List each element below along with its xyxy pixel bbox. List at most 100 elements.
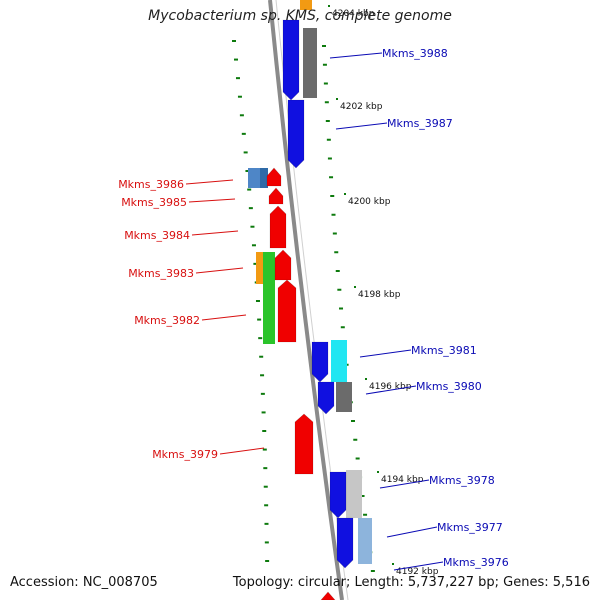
scale-tick [251, 244, 256, 247]
gene-arrow[interactable] [287, 99, 305, 169]
gene-arrow[interactable] [268, 187, 284, 205]
gene-arrow[interactable] [282, 19, 300, 101]
scale-tick [264, 541, 269, 544]
label-connector [185, 179, 234, 185]
scale-tick [322, 45, 326, 47]
label-connector [188, 198, 236, 203]
scale-tick [263, 485, 268, 488]
gene-label-reverse[interactable]: Mkms_3984 [124, 229, 190, 242]
label-connector [335, 122, 388, 130]
gene-label-reverse[interactable]: Mkms_3983 [128, 267, 194, 280]
scale-tick [257, 318, 262, 321]
scale-tick-major [328, 5, 330, 7]
feature-block [331, 340, 347, 382]
scale-tick-major [336, 98, 338, 100]
scale-tick [335, 270, 340, 272]
gene-arrow[interactable] [311, 341, 329, 383]
feature-block [346, 470, 362, 518]
scale-tick [327, 157, 332, 160]
gene-arrow[interactable] [274, 249, 292, 281]
gene-label-reverse[interactable]: Mkms_3985 [121, 196, 187, 209]
gene-arrow[interactable] [266, 167, 282, 187]
scale-tick [264, 504, 269, 507]
scale-tick [325, 120, 330, 122]
scale-tick-major [392, 563, 394, 565]
scale-tick-major [344, 193, 346, 195]
scale-tick [337, 288, 342, 291]
scale-tick [261, 411, 266, 414]
scale-tick [239, 114, 244, 117]
scale-tick [323, 82, 328, 85]
feature-block [336, 382, 352, 412]
scale-tick-major [365, 378, 367, 380]
scale-tick [353, 438, 358, 441]
scale-tick [350, 420, 355, 422]
scale-tick [363, 513, 368, 516]
scale-tick [330, 195, 335, 197]
feature-block [358, 518, 372, 564]
scale-tick [255, 300, 260, 302]
label-connector [379, 479, 430, 489]
gene-label-forward[interactable]: Mkms_3981 [411, 344, 477, 357]
scale-tick [326, 138, 331, 141]
scale-tick [241, 132, 246, 135]
scale-label: 4198 kbp [358, 290, 401, 300]
scale-tick [360, 495, 365, 497]
scale-tick [248, 207, 253, 210]
scale-label: 4196 kbp [369, 382, 412, 392]
gene-label-forward[interactable]: Mkms_3977 [437, 521, 503, 534]
scale-tick [260, 374, 265, 377]
scale-tick [247, 188, 252, 191]
gene-arrow[interactable] [336, 517, 354, 569]
feature-block [303, 28, 317, 98]
scale-tick [263, 467, 268, 470]
scale-tick [340, 326, 345, 329]
label-connector [219, 447, 265, 455]
gene-label-forward[interactable]: Mkms_3987 [387, 117, 453, 130]
label-connector [195, 267, 244, 274]
feature-block [263, 252, 275, 344]
scale-tick-major [354, 286, 356, 288]
gene-label-reverse[interactable]: Mkms_3986 [118, 178, 184, 191]
scale-tick [237, 95, 242, 98]
label-connector [393, 561, 444, 571]
scale-tick [250, 225, 255, 228]
gene-label-reverse[interactable]: Mkms_3982 [134, 314, 200, 327]
scale-tick [322, 63, 327, 66]
gene-arrow[interactable] [269, 205, 287, 249]
feature-block [248, 168, 262, 188]
feature-block [300, 0, 312, 10]
gene-label-forward[interactable]: Mkms_3976 [443, 556, 509, 569]
gene-arrow[interactable] [277, 279, 297, 343]
feature-block [260, 168, 268, 188]
scale-label: 4204 kbp [332, 9, 375, 19]
map-title: Mycobacterium sp. KMS, complete genome [148, 8, 452, 24]
scale-label: 4192 kbp [396, 567, 439, 577]
scale-tick [370, 570, 375, 572]
gene-label-forward[interactable]: Mkms_3988 [382, 47, 448, 60]
scale-tick [334, 251, 339, 254]
gene-label-reverse[interactable]: Mkms_3979 [152, 448, 218, 461]
scale-tick [264, 522, 269, 525]
gene-arrow[interactable] [329, 471, 347, 519]
scale-label: 4200 kbp [348, 197, 391, 207]
scale-tick [262, 430, 267, 432]
scale-tick [233, 58, 238, 61]
scale-label: 4194 kbp [381, 475, 424, 485]
gene-arrow[interactable] [317, 381, 335, 415]
scale-tick [259, 355, 264, 358]
gene-label-forward[interactable]: Mkms_3978 [429, 474, 495, 487]
scale-tick [332, 232, 337, 235]
scale-tick [355, 457, 360, 460]
scale-tick [339, 307, 344, 310]
scale-tick [258, 337, 263, 340]
gene-arrow[interactable] [294, 413, 314, 475]
topology-summary: Topology: circular; Length: 5,737,227 bp… [232, 575, 590, 590]
label-connector [201, 314, 247, 321]
gene-arrow[interactable] [320, 591, 336, 600]
gene-label-forward[interactable]: Mkms_3980 [416, 380, 482, 393]
scale-tick [243, 151, 248, 154]
scale-tick [232, 40, 236, 42]
